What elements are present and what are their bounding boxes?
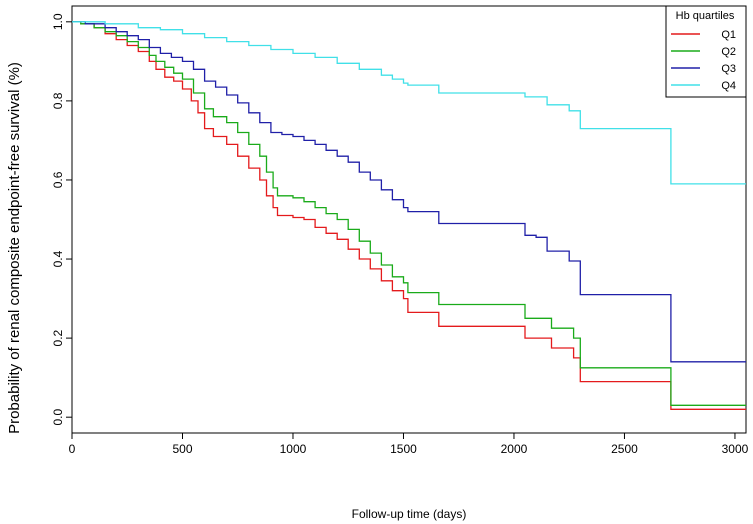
x-tick-label: 1000 <box>280 442 307 456</box>
x-tick-label: 1500 <box>390 442 417 456</box>
y-tick-label: 0.6 <box>51 171 65 188</box>
x-tick-label: 2000 <box>501 442 528 456</box>
legend-label-q2: Q2 <box>721 46 736 58</box>
legend-title: Hb quartiles <box>676 10 735 22</box>
legend-label-q1: Q1 <box>721 29 736 41</box>
y-axis: 0.0 0.2 0.4 0.6 0.8 1.0 <box>51 13 72 426</box>
y-axis-title: Probability of renal composite endpoint-… <box>6 62 23 434</box>
series-layer <box>72 21 746 410</box>
x-tick-label: 500 <box>172 442 192 456</box>
y-tick-label: 0.8 <box>51 92 65 109</box>
series-q3-line <box>72 21 746 363</box>
y-tick-label: 1.0 <box>51 13 65 30</box>
legend-label-q3: Q3 <box>721 63 736 75</box>
x-tick-label: 2500 <box>611 442 638 456</box>
x-axis-title: Follow-up time (days) <box>352 507 467 521</box>
x-tick-label: 0 <box>69 442 76 456</box>
y-tick-label: 0.4 <box>51 250 65 267</box>
plot-frame <box>71 5 747 434</box>
series-q2-line <box>72 21 746 406</box>
legend: Hb quartiles Q1 Q2 Q3 Q4 <box>665 5 747 98</box>
x-tick-label: 3000 <box>722 442 749 456</box>
y-tick-label: 0.0 <box>51 409 65 426</box>
x-axis: 0 500 1000 1500 2000 2500 3000 <box>69 433 749 456</box>
series-q4-line <box>72 21 746 185</box>
series-q1-line <box>72 21 746 410</box>
y-tick-label: 0.2 <box>51 329 65 346</box>
legend-label-q4: Q4 <box>721 80 736 92</box>
